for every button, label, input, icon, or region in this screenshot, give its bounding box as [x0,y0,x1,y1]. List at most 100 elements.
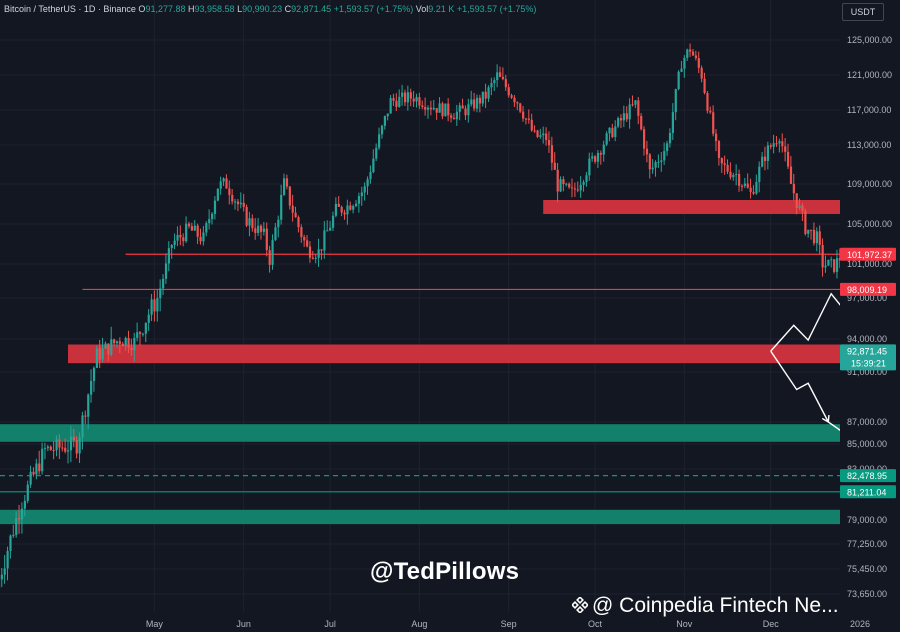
candle-body [441,103,444,117]
candle-body [18,518,21,520]
candle-body [787,151,790,167]
candle-body [61,447,64,449]
candle-body [398,96,401,107]
price-label-green: 81,211.04 [847,487,886,497]
y-tick-label: 87,000.00 [847,417,887,427]
time-axis[interactable]: May Jun Jul Aug Sep Oct Nov Dec 2026 [146,619,870,629]
candle-body [706,92,709,111]
currency-button[interactable]: USDT [842,3,884,21]
candle-body [285,178,289,187]
candle-body [761,156,764,167]
candle-body [75,440,78,454]
candle-body [640,115,643,130]
candle-body [513,97,516,103]
candle-body [320,249,323,251]
x-tick-label: 2026 [850,619,870,629]
candle-body [824,265,827,268]
resistance-zone [68,344,840,364]
candle-body [72,436,75,441]
candle-body [522,111,525,119]
candle-body [280,194,283,220]
candle-body [412,98,415,102]
candle-body [689,49,692,52]
candle-body [481,91,484,104]
candle-body [772,143,775,147]
candle-body [763,156,767,161]
candle-body [812,229,816,244]
price-axis[interactable]: 125,000.00 121,000.00 117,000.00 113,000.00… [840,0,900,612]
candle-body [29,471,32,485]
candle-body [12,534,15,536]
candle-body [830,259,833,261]
candle-body [697,58,700,68]
y-tick-label: 75,450.00 [847,564,887,574]
candle-body [743,183,746,187]
price-label-red: 101,972.37 [847,250,892,260]
candle-body [81,415,84,438]
candle-body [392,98,395,101]
price-label-red: 98,009.19 [847,285,887,295]
candle-body [450,115,453,118]
candle-body [602,144,605,155]
candle-body [90,380,93,395]
candle-body [455,111,458,120]
candle-body [369,172,372,180]
x-tick-label: Jun [236,619,251,629]
candle-body [118,341,122,344]
candle-body [694,55,698,59]
candle-body [501,76,505,80]
candle-body [654,162,657,168]
candle-body [182,237,185,242]
candle-body [228,188,231,195]
price-label-box-green [840,469,896,483]
candle-body [130,347,133,351]
candle-body [268,250,271,265]
candle-body [363,186,366,193]
candle-body [308,246,312,258]
open-label: O [138,4,146,14]
candle-body [680,68,683,72]
candle-body [156,298,159,312]
candle-body [715,133,718,142]
candle-body [141,333,145,335]
candle-body [277,219,280,228]
candle-body [452,117,456,120]
high-label: H [188,4,195,14]
candle-body [614,126,617,138]
price-label-box-red [840,282,896,296]
candle-body [527,118,530,120]
candle-body [547,140,551,146]
candle-body [487,87,490,99]
candle-body [346,205,349,215]
candle-body [187,223,191,227]
candle-body [248,218,251,226]
y-tick-label: 105,000.00 [847,219,892,229]
candle-body [591,156,594,159]
candle-body [720,158,723,164]
candle-body [461,105,464,109]
candle-body [92,367,96,381]
candle-body [807,229,810,234]
candle-body [677,71,680,90]
candle-body [683,57,686,69]
candle-body [473,99,476,109]
candle-body [438,103,441,113]
candle-body [259,225,263,232]
candle-body [493,80,496,84]
candle-body [401,92,404,97]
candle-body [833,259,836,272]
candle-body [329,227,332,231]
price-axis-background [840,0,900,612]
candle-body [801,205,804,211]
open-value: 91,277.88 [145,4,186,14]
candle-body [173,240,176,245]
support-zone [0,509,840,525]
y-tick-label: 125,000.00 [847,35,892,45]
candle-body [297,217,300,228]
candle-body [432,108,435,110]
candle-body [213,200,217,214]
candle-body [340,206,343,213]
candle-body [216,188,219,201]
